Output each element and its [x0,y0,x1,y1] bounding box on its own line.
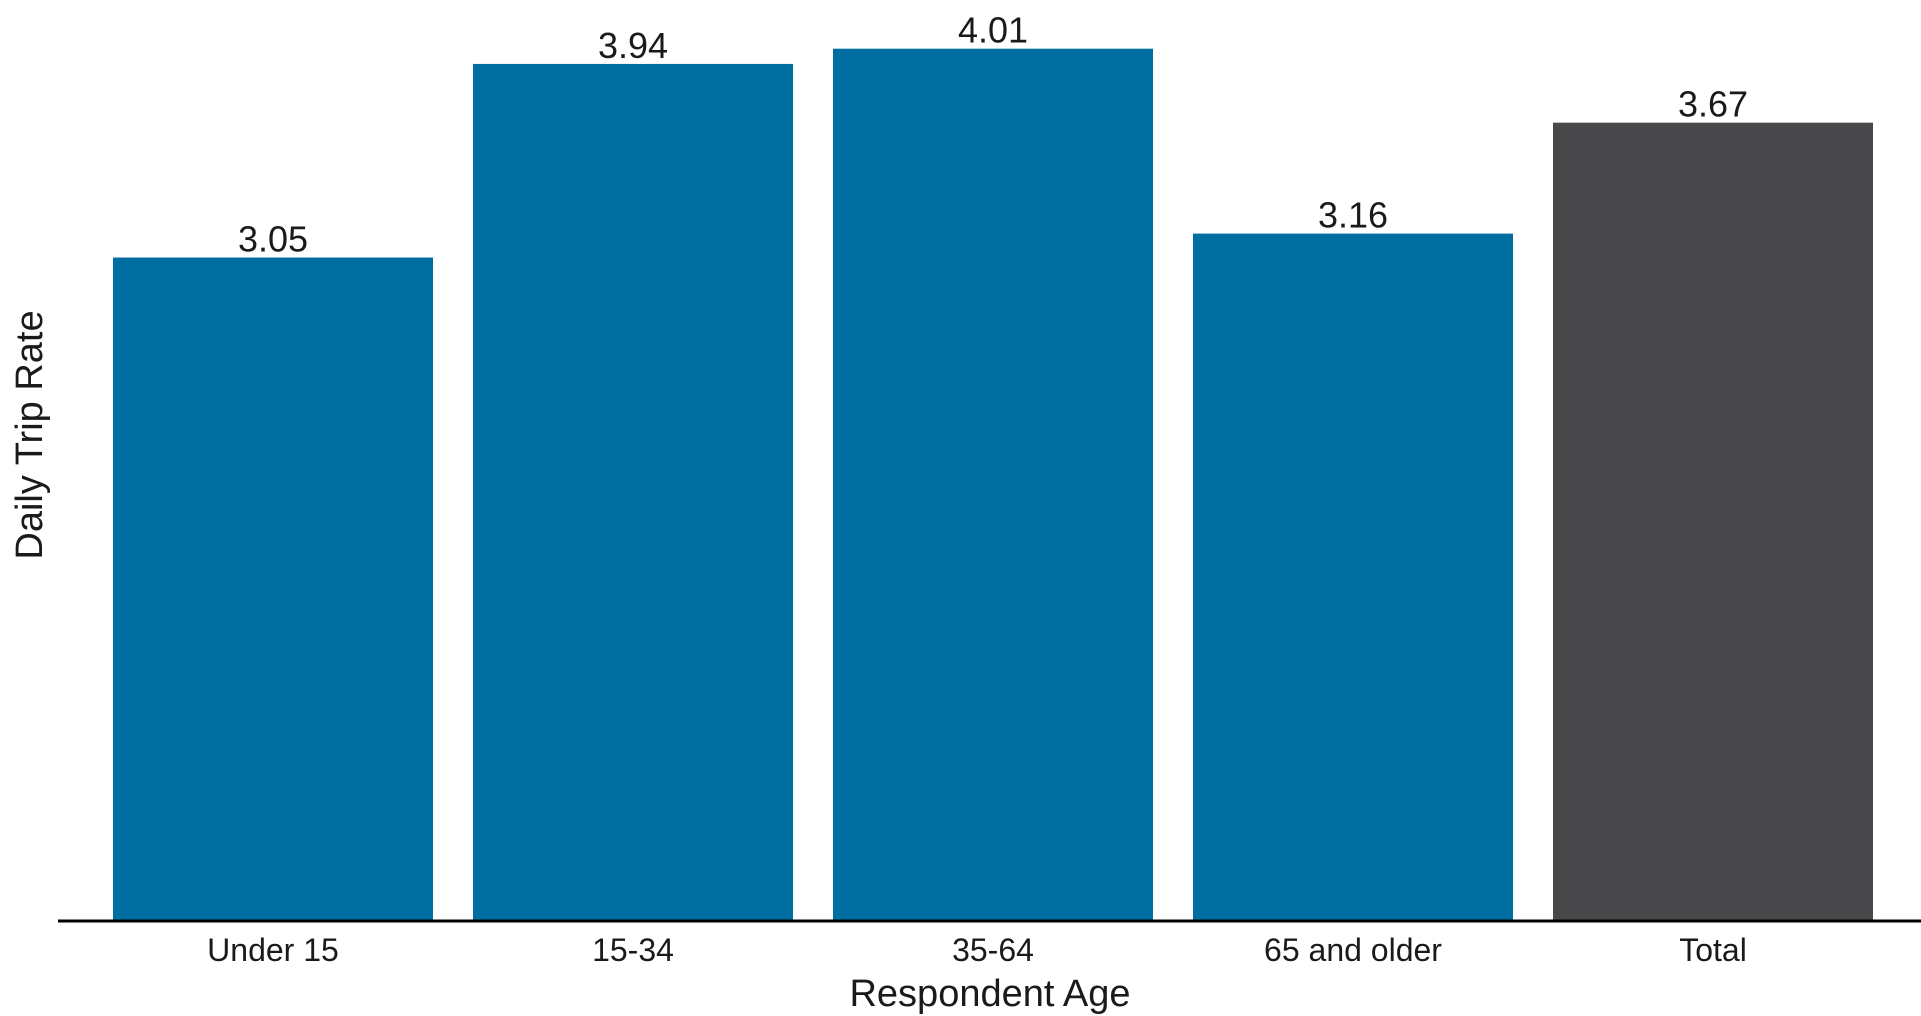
x-tick-label-2: 35-64 [952,932,1034,968]
bar-2 [833,48,1153,921]
y-axis-title: Daily Trip Rate [9,310,51,559]
bar-4 [1553,122,1873,921]
bars-group [113,48,1873,921]
bar-value-label-1: 3.94 [598,25,668,66]
x-tick-label-4: Total [1679,932,1747,968]
bar-0 [113,257,433,921]
bar-value-label-2: 4.01 [958,10,1028,51]
bar-value-label-4: 3.67 [1678,84,1748,125]
x-tick-labels: Under 15 15-34 35-64 65 and older Total [207,932,1747,968]
bar-1 [473,63,793,921]
bar-value-label-3: 3.16 [1318,195,1388,236]
x-tick-label-0: Under 15 [207,932,339,968]
x-tick-label-1: 15-34 [592,932,674,968]
bar-value-labels: 3.05 3.94 4.01 3.16 3.67 [238,10,1748,260]
x-axis-title: Respondent Age [849,973,1130,1015]
bar-3 [1193,233,1513,921]
x-tick-label-3: 65 and older [1264,932,1442,968]
bar-value-label-0: 3.05 [238,219,308,260]
